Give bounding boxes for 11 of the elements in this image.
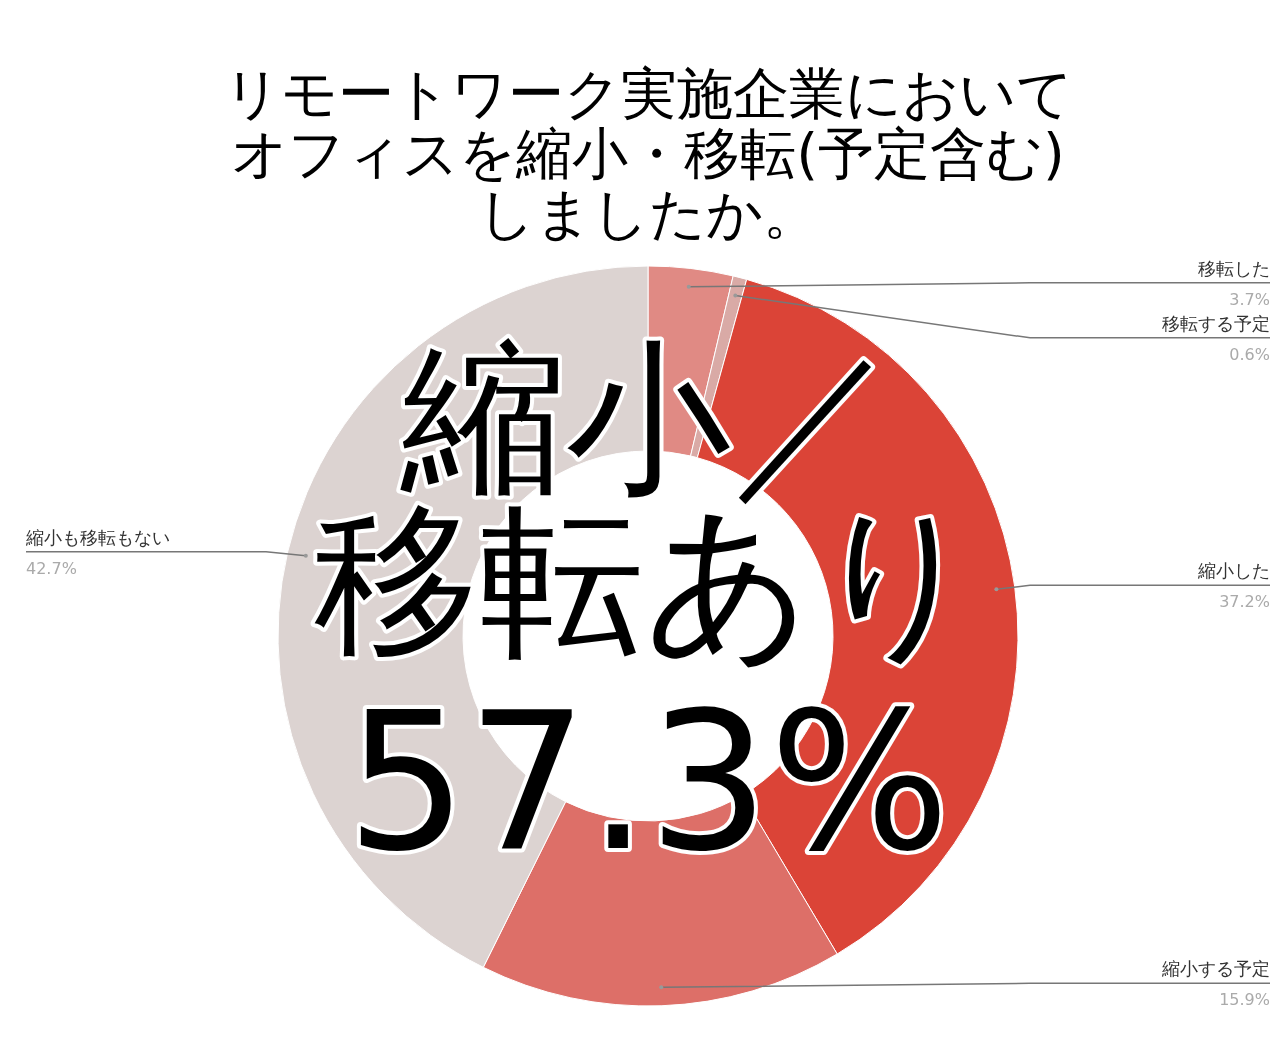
- data-label: 15.9%: [1219, 990, 1270, 1010]
- slice-label: 縮小する予定: [1161, 958, 1270, 980]
- slice-label: 縮小も移転もない: [25, 526, 170, 548]
- slice-label: 縮小した: [1197, 560, 1270, 582]
- data-label: 3.7%: [1229, 289, 1270, 309]
- data-label: 37.2%: [1219, 592, 1270, 612]
- slice-label: 移転した: [1198, 257, 1270, 279]
- chart-title: リモートワーク実施企業においてオフィスを縮小・移転(予定含む)しましたか。: [223, 61, 1073, 246]
- data-label: 0.6%: [1229, 344, 1270, 364]
- data-label: 42.7%: [26, 558, 77, 578]
- slice-label: 移転する予定: [1162, 312, 1270, 334]
